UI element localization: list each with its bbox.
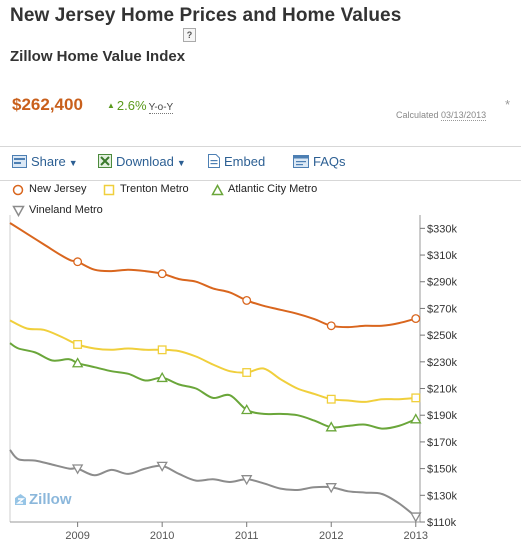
y-tick-label: $250k	[427, 330, 457, 342]
zillow-logo-icon	[15, 494, 26, 505]
download-label: Download	[116, 154, 174, 169]
yoy-change-value: 2.6%	[116, 98, 147, 113]
legend-label: Trenton Metro	[120, 183, 189, 195]
atlantic-city-metro-marker	[71, 357, 84, 368]
square-marker-icon	[103, 184, 115, 196]
trenton-metro-marker	[242, 368, 252, 377]
atlantic-city-metro-marker	[240, 403, 253, 415]
trenton-metro-marker	[411, 393, 421, 403]
vineland-metro-marker	[71, 464, 84, 475]
calculated-note: Calculated 03/13/2013	[396, 110, 487, 121]
vineland-metro-marker	[240, 475, 253, 486]
zillow-logo: Zillow	[14, 491, 72, 508]
trenton-metro-line	[9, 319, 416, 403]
help-icon[interactable]: ?	[183, 28, 196, 42]
legend-label: Atlantic City Metro	[228, 183, 318, 195]
atlantic-city-metro-line	[9, 342, 417, 430]
share-icon	[12, 155, 27, 171]
y-tick-label: $170k	[427, 437, 457, 449]
footnote-asterisk: *	[505, 97, 511, 112]
y-tick-label: $330k	[427, 223, 457, 235]
new-jersey-marker	[326, 321, 336, 331]
x-tick-label: 2012	[319, 530, 343, 542]
legend-new-jersey[interactable]: New Jersey	[12, 183, 87, 196]
legend-vineland-metro[interactable]: Vineland Metro	[12, 204, 103, 217]
home-value-chart: $110k $130k $150k $170k $190k $210k $230k $250k…	[9, 215, 457, 542]
download-button[interactable]: Download ▼	[98, 154, 186, 171]
faqs-label: FAQs	[313, 154, 346, 169]
legend-trenton-metro[interactable]: Trenton Metro	[103, 183, 189, 196]
x-tick-label: 2009	[65, 530, 89, 542]
legend-atlantic-city-metro[interactable]: Atlantic City Metro	[211, 183, 318, 196]
chevron-down-icon: ▼	[68, 158, 78, 168]
legend-label: Vineland Metro	[29, 204, 103, 216]
embed-label: Embed	[224, 154, 266, 169]
chevron-down-icon: ▼	[176, 158, 186, 168]
embed-button[interactable]: Embed	[208, 154, 265, 171]
up-arrow-icon: ▲	[107, 101, 115, 110]
trenton-metro-marker	[157, 345, 167, 355]
y-tick-label: $270k	[427, 303, 457, 315]
yoy-change: ▲ 2.6% Y-o-Y	[107, 98, 174, 114]
y-tick-label: $290k	[427, 277, 457, 289]
share-label: Share	[31, 154, 66, 169]
vineland-metro-marker	[325, 483, 337, 494]
chart-toolbar: Share ▼ Download ▼ Embed FAQs	[0, 146, 521, 181]
new-jersey-marker	[73, 257, 83, 267]
atlantic-city-metro-marker	[325, 421, 337, 432]
y-tick-label: $310k	[427, 250, 457, 262]
circle-marker-icon	[12, 184, 24, 196]
calculated-label: Calculated	[396, 110, 439, 120]
y-tick-label: $190k	[427, 410, 457, 422]
new-jersey-line	[9, 222, 417, 329]
share-button[interactable]: Share ▼	[12, 154, 78, 171]
y-tick-label: $210k	[427, 384, 457, 396]
vineland-metro-marker	[156, 461, 168, 472]
faq-icon	[293, 155, 309, 171]
section-subtitle: Zillow Home Value Index	[10, 48, 186, 65]
yoy-link[interactable]: Y-o-Y	[148, 102, 174, 114]
triangle-down-marker-icon	[12, 205, 25, 217]
page-title: New Jersey Home Prices and Home Values	[10, 5, 402, 26]
home-value-price: $262,400	[12, 95, 83, 114]
trenton-metro-marker	[326, 394, 336, 404]
trenton-metro-marker	[73, 340, 83, 349]
new-jersey-marker	[411, 314, 421, 324]
triangle-up-marker-icon	[211, 184, 224, 196]
legend-label: New Jersey	[29, 183, 87, 195]
atlantic-city-metro-marker	[410, 413, 422, 424]
atlantic-city-metro-marker	[156, 371, 168, 383]
x-tick-label: 2010	[150, 530, 174, 542]
new-jersey-marker	[242, 295, 252, 305]
y-tick-label: $150k	[427, 464, 457, 476]
new-jersey-marker	[157, 269, 167, 279]
download-icon	[98, 154, 112, 171]
zillow-logo-text: Zillow	[29, 491, 72, 508]
vineland-metro-marker	[410, 512, 422, 523]
y-tick-label: $130k	[427, 490, 457, 502]
y-tick-label: $110k	[427, 517, 457, 529]
faqs-button[interactable]: FAQs	[293, 154, 346, 171]
y-tick-label: $230k	[427, 357, 457, 369]
embed-icon	[208, 154, 220, 171]
x-tick-label: 2013	[404, 530, 428, 542]
x-tick-label: 2011	[235, 530, 259, 542]
vineland-metro-line	[9, 449, 417, 518]
calculated-date[interactable]: 03/13/2013	[441, 110, 487, 121]
